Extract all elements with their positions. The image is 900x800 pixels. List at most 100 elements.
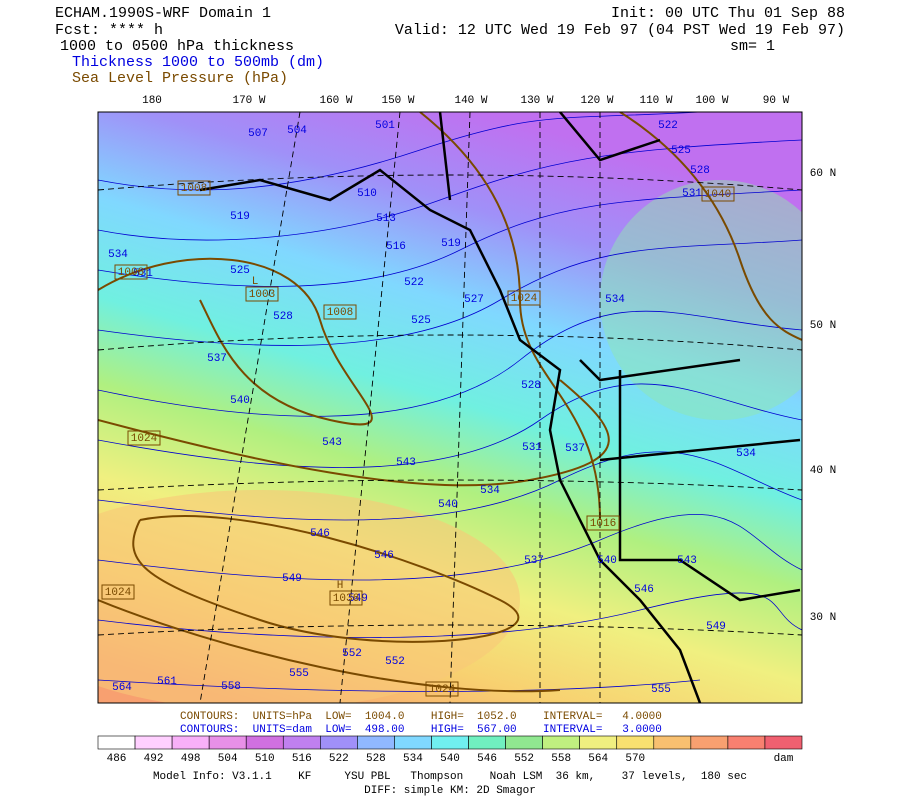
thickness-label: 531 xyxy=(682,188,702,200)
title: ECHAM.1990S-WRF Domain 1 xyxy=(55,5,271,22)
lon-label: 170 W xyxy=(232,95,265,107)
pressure-contours xyxy=(98,112,802,693)
pressure-label: 1008 xyxy=(118,267,144,279)
thickness-label: 531 xyxy=(133,268,153,280)
colorbar-swatch xyxy=(245,735,284,750)
pressure-label-box xyxy=(127,430,161,446)
pressure-label-box xyxy=(101,584,135,600)
thickness-label: 525 xyxy=(411,315,431,327)
lat-label: 40 N xyxy=(810,465,836,477)
thickness-label: 537 xyxy=(207,353,227,365)
thickness-label: 552 xyxy=(342,648,362,660)
thickness-label: 528 xyxy=(273,311,293,323)
lat-label: 50 N xyxy=(810,320,836,332)
lon-label: 130 W xyxy=(520,95,553,107)
thickness-label: 534 xyxy=(736,448,756,460)
lat-label: 30 N xyxy=(810,612,836,624)
colorbar-label: 534 xyxy=(403,753,423,765)
colorbar-label: 486 xyxy=(107,753,127,765)
map-area xyxy=(98,112,802,703)
field: 1000 to 0500 hPa thickness xyxy=(60,38,294,55)
thickness-label: 525 xyxy=(230,265,250,277)
colorbar-swatch xyxy=(542,735,580,750)
thickness-label: 561 xyxy=(157,676,177,688)
thickness-label: 525 xyxy=(671,145,691,157)
colorbar-swatch xyxy=(171,735,210,750)
thickness-label: 522 xyxy=(404,277,424,289)
warm-area xyxy=(98,490,520,703)
legend-slp: Sea Level Pressure (hPa) xyxy=(72,70,288,87)
thickness-label: 549 xyxy=(282,573,302,585)
pressure-label: 1024 xyxy=(105,587,132,599)
pressure-label-box xyxy=(586,515,620,531)
thickness-label: 537 xyxy=(565,443,585,455)
thickness-label: 504 xyxy=(287,125,307,137)
colorbar-swatch xyxy=(208,735,247,750)
colorbar-swatch xyxy=(653,735,692,750)
pressure-label: 1024 xyxy=(511,293,538,305)
colorbar-swatch xyxy=(134,735,173,750)
colorbar-label: 552 xyxy=(514,753,534,765)
thickness-label: 543 xyxy=(322,437,342,449)
diff-info: DIFF: simple KM: 2D Smagor xyxy=(364,785,536,797)
pressure-label-box xyxy=(245,286,279,302)
colorbar-swatch xyxy=(727,735,766,750)
thickness-label: 513 xyxy=(376,213,396,225)
pressure-label-box xyxy=(177,180,211,196)
pressure-label: 1024 xyxy=(429,684,456,696)
colorbar-label: 492 xyxy=(144,753,164,765)
thickness-label: 531 xyxy=(522,442,542,454)
thickness-label: 552 xyxy=(385,656,405,668)
colorbar-label: 564 xyxy=(588,753,608,765)
colorbar-swatch xyxy=(616,735,655,750)
colorbar-label: 504 xyxy=(218,753,238,765)
lon-label: 180 xyxy=(142,95,162,107)
lon-label: 110 W xyxy=(639,95,672,107)
thickness-label: 546 xyxy=(310,528,330,540)
model-info: Model Info: V3.1.1 KF YSU PBL Thompson N… xyxy=(153,771,747,783)
thickness-label: 507 xyxy=(248,128,268,140)
colorbar-swatch xyxy=(97,735,136,750)
high-marker: H xyxy=(337,580,344,592)
valid: Valid: 12 UTC Wed 19 Feb 97 (04 PST Wed … xyxy=(395,22,845,39)
lon-label: 100 W xyxy=(695,95,728,107)
legend-thickness: Thickness 1000 to 500mb (dm) xyxy=(72,54,324,71)
thickness-label: 534 xyxy=(108,249,128,261)
thickness-label: 549 xyxy=(706,621,726,633)
colorbar-label: 570 xyxy=(625,753,645,765)
pressure-label: 1008 xyxy=(181,183,207,195)
forecast: Fcst: **** h xyxy=(55,22,163,39)
thickness-label: 564 xyxy=(112,682,132,694)
colorbar-label: 546 xyxy=(477,753,497,765)
thickness-label: 522 xyxy=(658,120,678,132)
lon-label: 150 W xyxy=(381,95,414,107)
thickness-contour-info: CONTOURS: UNITS=dam LOW= 498.00 HIGH= 56… xyxy=(180,724,662,736)
colorbar-swatch xyxy=(505,735,543,750)
colorbar-label: 516 xyxy=(292,753,312,765)
thickness-label: 528 xyxy=(521,380,541,392)
land-area xyxy=(600,180,802,420)
thickness-label: 528 xyxy=(690,165,710,177)
lon-label: 140 W xyxy=(454,95,487,107)
thickness-label: 540 xyxy=(597,555,617,567)
map-frame xyxy=(97,111,803,704)
pressure-label: 1008 xyxy=(327,307,353,319)
thickness-label: 543 xyxy=(396,457,416,469)
colorbar-swatch xyxy=(764,735,803,750)
thickness-label: 510 xyxy=(357,188,377,200)
colorbar-label: 528 xyxy=(366,753,386,765)
thickness-label: 519 xyxy=(230,211,250,223)
lon-label: 160 W xyxy=(319,95,352,107)
thickness-label: 534 xyxy=(480,485,500,497)
thickness-label: 527 xyxy=(464,294,484,306)
pressure-label-box xyxy=(425,681,459,697)
colorbar-swatch xyxy=(468,735,506,750)
colorbar-unit: dam xyxy=(774,753,794,765)
lon-label: 120 W xyxy=(580,95,613,107)
pressure-label: 1036 xyxy=(333,593,359,605)
colorbar-label: 522 xyxy=(329,753,349,765)
colorbar-swatch xyxy=(357,735,395,750)
colorbar-swatch xyxy=(579,735,618,750)
